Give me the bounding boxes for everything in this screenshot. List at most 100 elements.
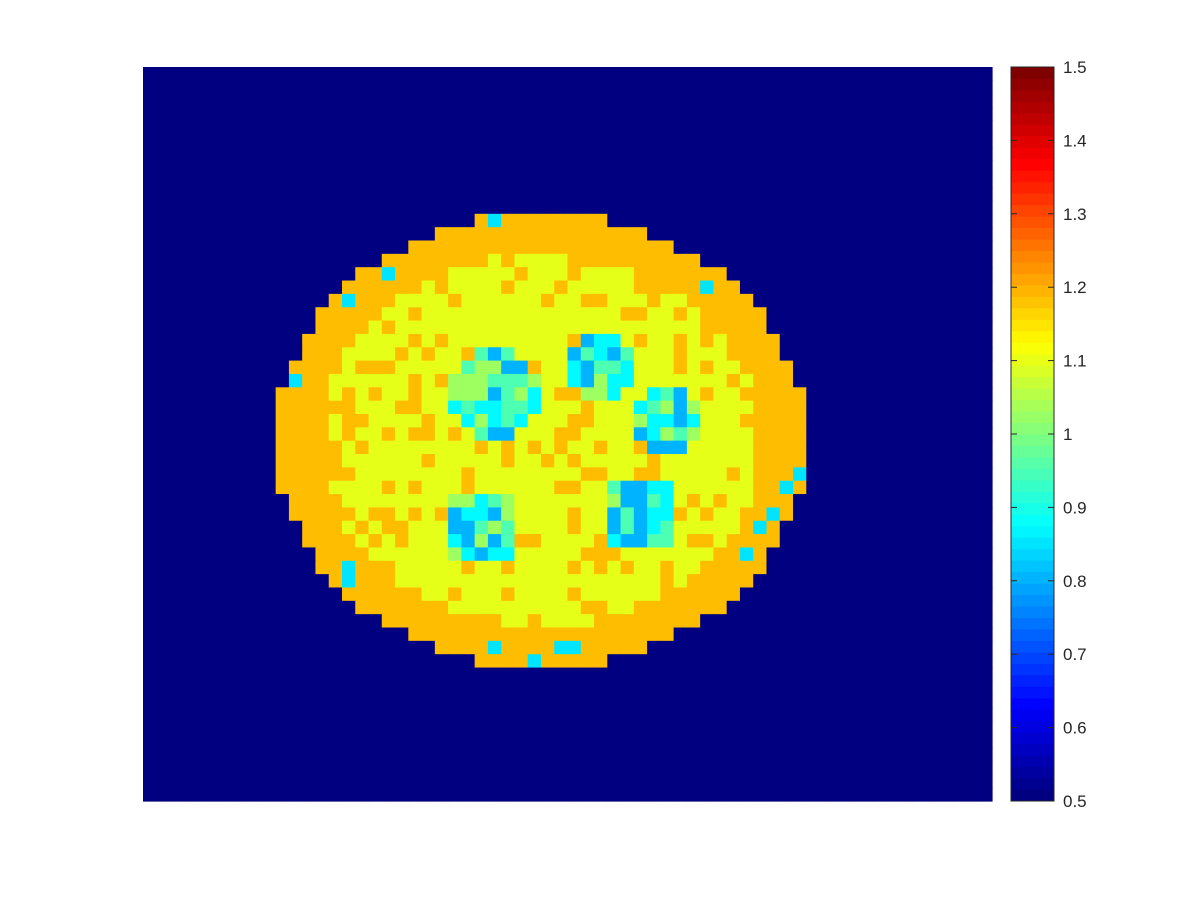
heatmap-cell xyxy=(739,507,754,522)
heatmap-cell xyxy=(872,587,887,602)
heatmap-cell xyxy=(607,534,622,549)
heatmap-cell xyxy=(647,67,661,81)
heatmap-cell xyxy=(793,293,807,308)
heatmap-cell xyxy=(222,560,237,575)
heatmap-cell xyxy=(872,160,887,175)
heatmap-cell xyxy=(673,107,688,121)
heatmap-cell xyxy=(938,427,953,442)
heatmap-cell xyxy=(673,187,688,202)
heatmap-cell xyxy=(859,160,874,175)
heatmap-cell xyxy=(262,133,277,148)
heatmap-cell xyxy=(713,293,728,308)
heatmap-cell xyxy=(501,760,516,775)
heatmap-cell xyxy=(766,560,781,575)
heatmap-cell xyxy=(567,627,582,642)
heatmap-cell xyxy=(912,147,927,162)
heatmap-cell xyxy=(288,320,303,335)
heatmap-cell xyxy=(819,734,834,749)
heatmap-cell xyxy=(673,133,688,148)
heatmap-cell xyxy=(580,427,595,442)
heatmap-cell xyxy=(660,440,675,455)
heatmap-cell xyxy=(448,480,462,495)
heatmap-cell xyxy=(395,120,409,135)
heatmap-cell xyxy=(739,387,754,402)
heatmap-cell xyxy=(952,373,967,388)
heatmap-cell xyxy=(182,574,197,589)
heatmap-cell xyxy=(885,133,900,148)
heatmap-cell xyxy=(408,547,423,562)
heatmap-cell xyxy=(819,347,834,362)
heatmap-cell xyxy=(288,694,303,709)
heatmap-cell xyxy=(156,507,171,522)
heatmap-cell xyxy=(925,574,940,589)
heatmap-cell xyxy=(434,507,449,522)
heatmap-cell xyxy=(607,333,622,348)
heatmap-cell xyxy=(249,707,263,722)
heatmap-cell xyxy=(408,654,423,669)
heatmap-cell xyxy=(779,707,794,722)
heatmap-cell xyxy=(766,373,781,388)
heatmap-cell xyxy=(487,507,502,522)
heatmap-cell xyxy=(501,627,516,642)
heatmap-cell xyxy=(899,227,914,242)
heatmap-cell xyxy=(965,160,980,175)
heatmap-cell xyxy=(938,213,953,228)
heatmap-cell xyxy=(209,213,224,228)
heatmap-cell xyxy=(302,760,317,775)
heatmap-cell xyxy=(673,787,688,802)
heatmap-cell xyxy=(395,200,409,215)
heatmap-cell xyxy=(302,120,317,135)
heatmap-cell xyxy=(554,720,569,735)
heatmap-cell xyxy=(328,213,343,228)
heatmap-cell xyxy=(832,213,847,228)
heatmap-cell xyxy=(806,654,821,669)
heatmap-cell xyxy=(156,520,171,535)
heatmap-cell xyxy=(673,213,688,228)
heatmap-cell xyxy=(182,387,197,402)
heatmap-cell xyxy=(196,654,210,669)
heatmap-cell xyxy=(288,720,303,735)
heatmap-cell xyxy=(355,307,370,322)
heatmap-cell xyxy=(700,347,715,362)
heatmap-cell xyxy=(408,387,423,402)
heatmap-cell xyxy=(341,120,356,135)
heatmap-cell xyxy=(448,347,462,362)
heatmap-cell xyxy=(832,454,847,468)
heatmap-cell xyxy=(355,787,370,802)
heatmap-cell xyxy=(819,173,834,188)
heatmap-cell xyxy=(395,534,409,549)
heatmap-cell xyxy=(633,534,648,549)
heatmap-cell xyxy=(156,253,171,268)
heatmap-cell xyxy=(978,173,993,188)
heatmap-cell xyxy=(169,520,184,535)
heatmap-cell xyxy=(726,427,741,442)
heatmap-cell xyxy=(341,227,356,242)
heatmap-cell xyxy=(633,107,648,121)
heatmap-cell xyxy=(434,360,449,375)
heatmap-cell xyxy=(169,747,184,762)
heatmap-cell xyxy=(925,93,940,108)
heatmap-cell xyxy=(514,413,529,428)
heatmap-cell xyxy=(726,560,741,575)
colorbar-step xyxy=(1011,720,1054,733)
heatmap-cell xyxy=(156,360,171,375)
heatmap-cell xyxy=(660,587,675,602)
heatmap-cell xyxy=(355,187,370,202)
heatmap-cell xyxy=(885,120,900,135)
heatmap-cell xyxy=(315,147,330,162)
heatmap-cell xyxy=(766,494,781,508)
heatmap-cell xyxy=(408,200,423,215)
heatmap-cell xyxy=(275,654,290,669)
heatmap-cell xyxy=(328,547,343,562)
heatmap-cell xyxy=(540,640,555,655)
heatmap-cell xyxy=(275,747,290,762)
heatmap-cell xyxy=(872,280,887,295)
heatmap-cell xyxy=(235,93,250,108)
heatmap-cell xyxy=(182,507,197,522)
heatmap-cell xyxy=(978,587,993,602)
heatmap-cell xyxy=(434,400,449,415)
heatmap-cell xyxy=(912,734,927,749)
heatmap-cell xyxy=(965,307,980,322)
heatmap-cell xyxy=(222,440,237,455)
heatmap-cell xyxy=(461,280,476,295)
